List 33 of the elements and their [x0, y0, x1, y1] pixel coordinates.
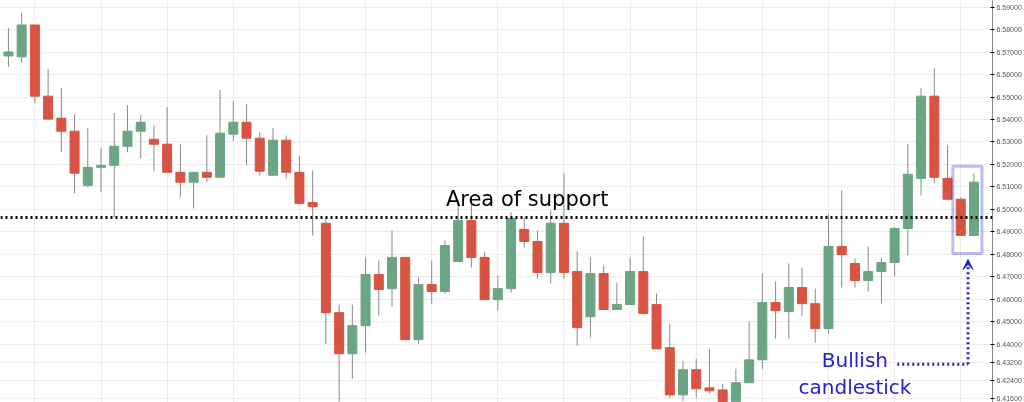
candlestick	[876, 256, 887, 305]
candlestick	[135, 114, 146, 159]
candlestick	[228, 100, 239, 142]
candlestick	[942, 144, 953, 200]
candlestick	[373, 260, 384, 317]
candlestick	[3, 27, 14, 68]
candlestick	[611, 282, 622, 311]
candlestick	[704, 348, 715, 395]
ref-line-label: Area of support	[445, 187, 609, 212]
candlestick	[148, 124, 159, 172]
candlestick	[770, 280, 781, 340]
candlestick	[175, 143, 186, 198]
candlestick	[201, 134, 212, 183]
candlestick	[691, 358, 702, 399]
candlestick	[82, 127, 93, 188]
candlestick	[849, 258, 860, 289]
candlestick	[188, 171, 199, 209]
candlestick	[863, 245, 874, 293]
candlestick	[730, 368, 741, 402]
candlestick	[519, 216, 530, 249]
candlestick	[744, 321, 755, 384]
candlestick	[56, 87, 67, 153]
candlestick	[797, 267, 808, 317]
candlestick	[836, 189, 847, 289]
candlestick	[122, 104, 133, 153]
candlestick	[492, 275, 503, 312]
candlestick	[307, 169, 318, 236]
candlestick	[426, 260, 437, 305]
candlestick	[109, 112, 120, 218]
candlestick	[96, 147, 107, 193]
annotation: Bullish candlestick	[798, 348, 912, 399]
candlestick	[43, 68, 54, 120]
candlestick	[241, 103, 252, 166]
